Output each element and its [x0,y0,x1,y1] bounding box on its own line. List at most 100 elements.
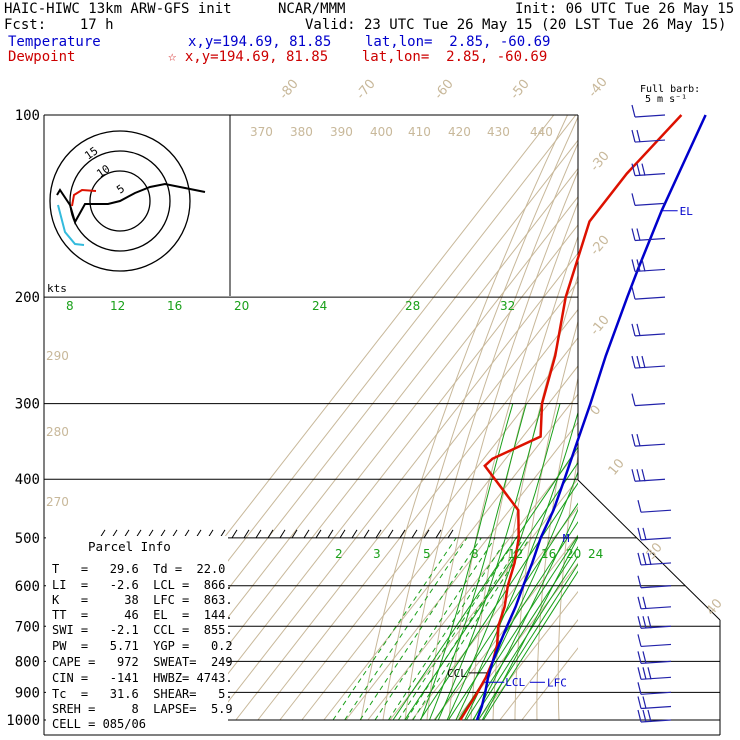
moist-adiabat-line [420,403,514,721]
wind-barb [631,259,666,273]
wind-barb-flag [647,667,652,680]
pressure-label-1000: 1000 [6,713,40,729]
mixing-ratio-label: 8 [66,299,74,313]
pressure-label-300: 300 [15,397,40,413]
moist-adiabat-line [446,403,561,721]
wind-barb-staff [640,643,672,648]
parcel-row: K = 38 LFC = 863. [52,593,233,607]
parcel-row: PW = 5.71 YGP = 0.2 [52,639,233,653]
wind-barb-flag [636,228,641,241]
theta-label: 370 [250,125,273,139]
dry-adiabat-line [470,235,578,721]
wind-barb-flag [636,259,641,272]
freezing-hatch [435,529,442,539]
wind-barb-flag [636,323,641,336]
mixing-ratio-line [482,570,578,721]
wind-barb-flag [636,469,641,482]
lower-mixing-ratio-label: 3 [373,547,381,561]
isotherm-label: -80 [277,77,302,103]
wind-barb [631,393,666,407]
lower-mixing-ratio-label: 12 [508,547,523,561]
isotherm-line [169,195,578,721]
wind-barb [631,434,666,447]
dry-adiabat-line [514,319,578,720]
wind-barb-flag [647,616,652,629]
freezing-hatch [267,529,274,539]
lower-mixing-ratio-line [388,537,508,721]
moist-adiabat-line [455,410,578,721]
wind-barb [631,228,666,242]
isotherm-label: -50 [508,77,533,103]
freezing-hatch [255,529,262,539]
isotherm-line [455,562,578,721]
freezing-hatch [243,529,250,539]
pressure-label-600: 600 [15,579,40,595]
wind-barb [631,193,666,207]
dry-adiabat-line [536,376,578,721]
lower-mixing-ratio-label: 8 [471,547,479,561]
isotherm-line [213,252,578,721]
freezing-hatch [315,529,322,539]
hodograph-ring [69,150,171,252]
theta-label: 410 [408,125,431,139]
pressure-label-400: 400 [15,472,40,488]
pressure-label-200: 200 [15,290,40,306]
init-time: Init: 06 UTC Tue 26 May 15 [515,1,735,17]
dewpoint-legend-label: Dewpoint [8,49,76,65]
isotherm-line [301,365,578,721]
wind-barb [631,469,666,482]
isotherm-label: 40 [704,596,726,618]
wind-barb [631,129,666,143]
wind-barb-flag [636,163,641,176]
wind-barb-flag [637,500,642,513]
wind-barb-staff [640,585,672,589]
wind-barb-staff [634,202,666,207]
level-marker-el: EL [680,205,694,218]
wind-barb-flag [631,469,636,482]
dry-adiabat-line [426,169,578,721]
isotherm-label: -30 [588,149,613,175]
wind-barb-flag [637,575,642,588]
isotherm-line [433,534,578,721]
temperature-location: x,y=194.69, 81.85 lat,lon= 2.85, -60.69 [188,34,551,50]
wind-barb-flag [647,552,652,566]
parcel-row: TT = 46 EL = 144. [52,608,233,622]
isotherm-line [235,280,578,721]
wind-barb-flag [642,616,647,629]
freezing-hatch [387,529,394,539]
isotherm-label: -10 [588,313,613,339]
hodograph-ring-label: 15 [82,144,100,162]
parcel-row: SWI = -2.1 CCL = 855. [52,623,233,637]
mixing-ratio-label: 28 [405,299,420,313]
theta-label: 430 [487,125,510,139]
dry-adiabat-line [579,115,681,720]
lower-mixing-ratio-label: 2 [335,547,343,561]
dry-adiabat-line [360,115,568,721]
lower-mixing-ratio-line [344,537,468,721]
hodograph-trace [56,182,206,225]
wind-barb-flag [631,393,636,406]
wind-barb [631,286,666,300]
wind-barb-flag [631,163,636,176]
dry-adiabat-line [692,115,740,720]
level-marker-lcl: LCL [505,676,525,689]
level-marker-m: M [563,532,570,545]
wind-barb-flag [631,355,636,369]
isotherm-label: 10 [606,456,628,478]
mixing-ratio-label: 20 [234,299,249,313]
wind-barb-flag [637,696,642,709]
lower-mixing-ratio-line [374,537,496,721]
lower-mixing-ratio-line [332,537,457,721]
freezing-hatch [375,529,382,539]
lower-mixing-ratio-line [397,537,518,721]
lower-mixing-ratio-label: 24 [588,547,603,561]
wind-barb [637,552,672,566]
wind-barb-flag [631,286,636,300]
wind-barb [637,696,672,710]
wind-barb-staff [640,509,672,513]
isotherm-line [345,421,578,721]
freezing-hatch [327,529,334,539]
parcel-row: CELL = 085/06 [52,717,146,731]
pressure-label-900: 900 [15,685,40,701]
